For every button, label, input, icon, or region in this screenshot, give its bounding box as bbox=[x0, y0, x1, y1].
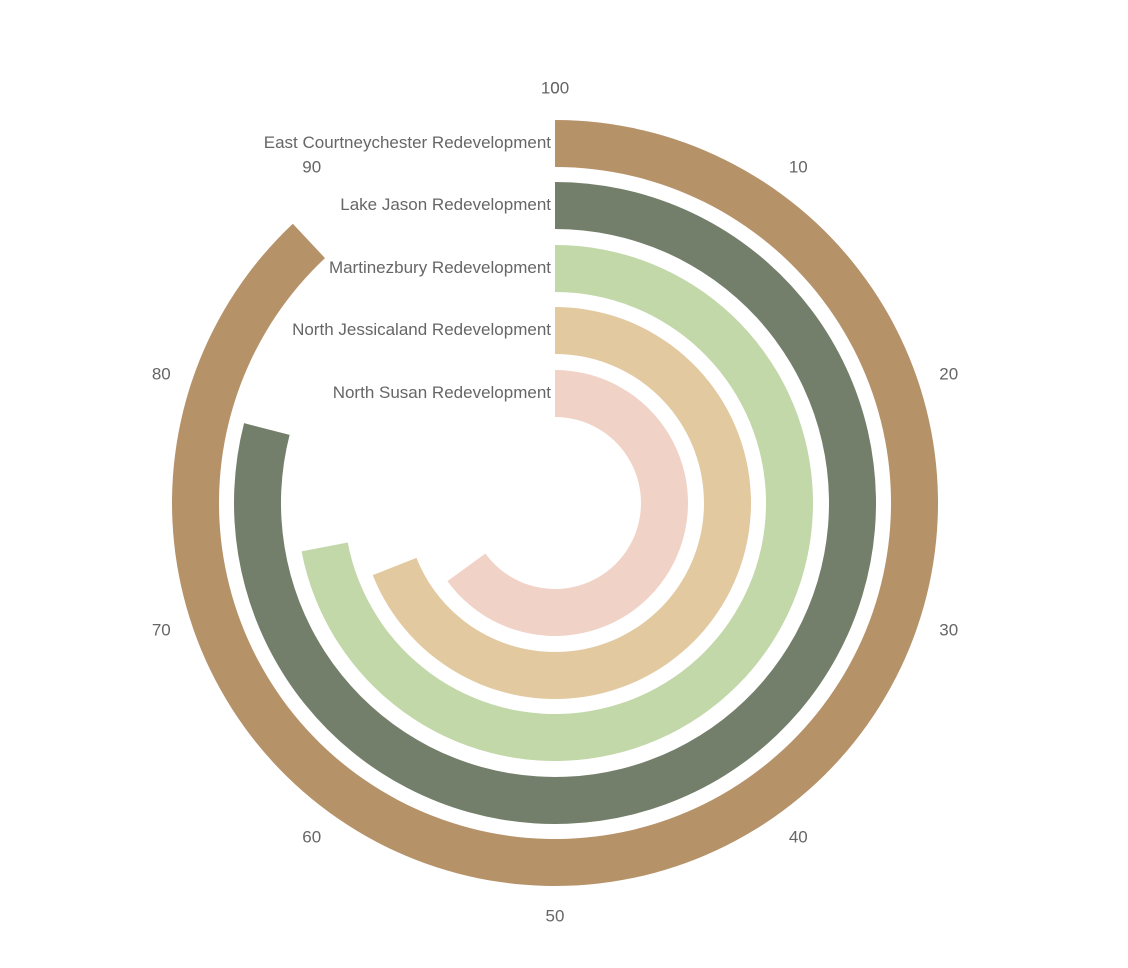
tick-labels: 0 10 20 30 40 50 60 70 80 90 100 bbox=[152, 78, 958, 925]
tick-label-60: 60 bbox=[302, 827, 321, 846]
tick-label-10: 10 bbox=[789, 158, 808, 177]
tick-label-70: 70 bbox=[152, 620, 171, 639]
bar-east-courtneychester-redevelopment bbox=[171, 120, 938, 886]
tick-label-100: 100 bbox=[541, 78, 569, 97]
tick-label-20: 20 bbox=[939, 365, 958, 384]
category-label: Lake Jason Redevelopment bbox=[340, 195, 551, 214]
category-label: North Susan Redevelopment bbox=[333, 383, 552, 402]
category-label: North Jessicaland Redevelopment bbox=[292, 320, 551, 339]
tick-label-50: 50 bbox=[546, 906, 565, 925]
tick-label-80: 80 bbox=[152, 365, 171, 384]
bar-north-jessicaland-redevelopment bbox=[372, 307, 751, 699]
tick-label-30: 30 bbox=[939, 620, 958, 639]
category-label: East Courtneychester Redevelopment bbox=[264, 133, 552, 152]
tick-label-90: 90 bbox=[302, 158, 321, 177]
category-label: Martinezbury Redevelopment bbox=[329, 258, 551, 277]
tick-label-0: 0 bbox=[550, 78, 559, 97]
category-labels: East Courtneychester Redevelopment Lake J… bbox=[264, 133, 552, 402]
bar-north-susan-redevelopment bbox=[447, 370, 689, 637]
tick-label-40: 40 bbox=[789, 827, 808, 846]
bars-layer bbox=[171, 120, 938, 886]
